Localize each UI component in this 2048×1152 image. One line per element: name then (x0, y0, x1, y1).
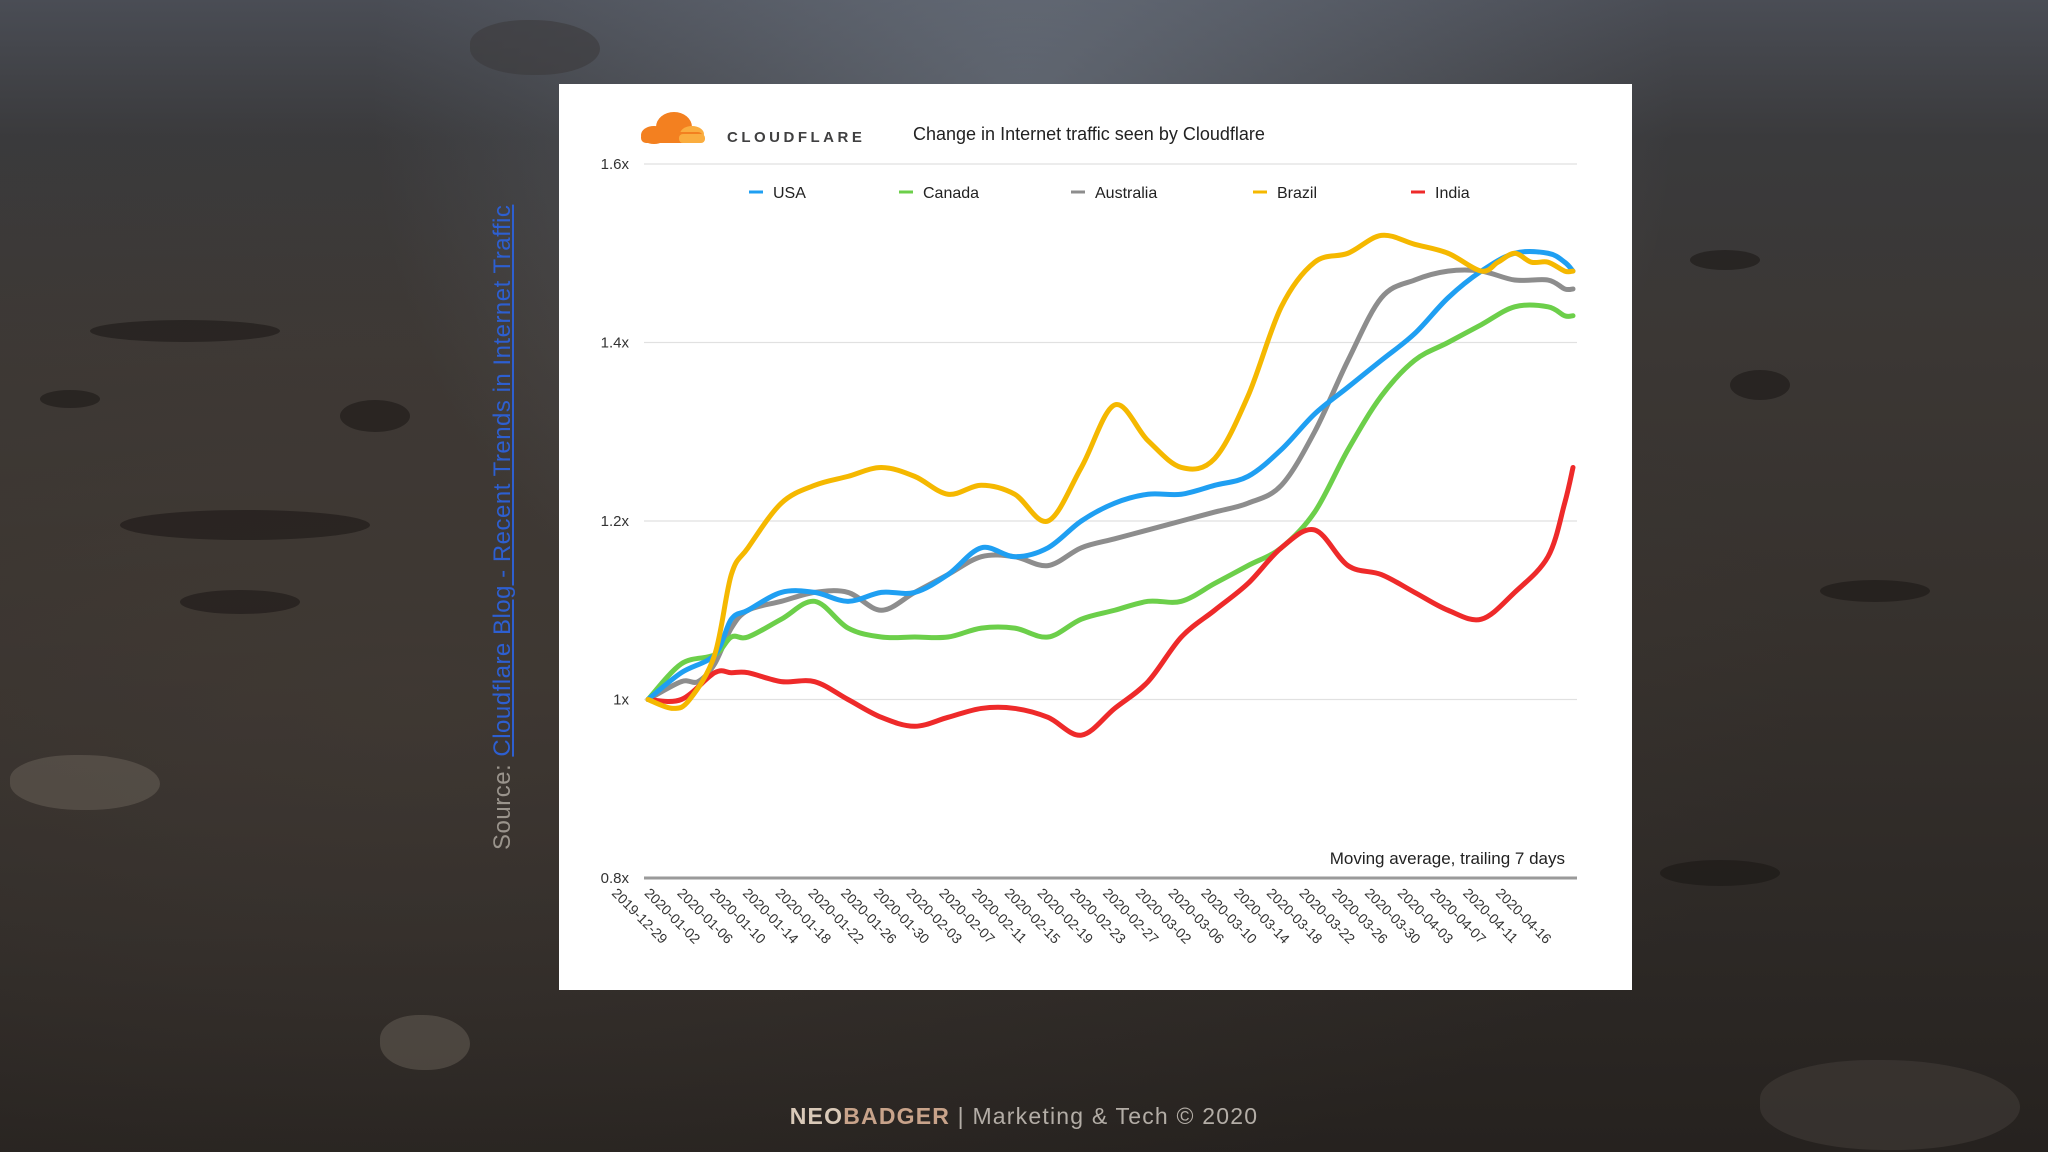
legend-label: USA (773, 185, 806, 202)
y-tick-label: 1.4x (601, 335, 630, 352)
series-line-canada (645, 302, 1576, 702)
series-line-australia (645, 267, 1576, 702)
legend: USA Canada Australia Brazil India (749, 185, 1470, 202)
legend-item-usa: USA (749, 185, 806, 202)
source-prefix: Source: (489, 756, 516, 850)
legend-item-brazil: Brazil (1253, 185, 1317, 202)
logo-wordmark: CLOUDFLARE (727, 129, 865, 146)
y-tick-label: 1x (613, 692, 629, 709)
legend-label: Australia (1095, 185, 1157, 202)
legend-label: Brazil (1277, 185, 1317, 202)
footer-tagline: Marketing & Tech © 2020 (972, 1103, 1259, 1129)
source-caption: Source: Cloudflare Blog - Recent Trends … (489, 205, 519, 850)
x-tick-labels: 2019-12-292020-01-022020-01-062020-01-10… (609, 885, 1555, 947)
footer-brand-badger: BADGER (843, 1103, 951, 1129)
gridlines (644, 163, 1577, 880)
legend-item-australia: Australia (1071, 185, 1157, 202)
chart-title: Change in Internet traffic seen by Cloud… (913, 124, 1265, 144)
legend-item-canada: Canada (899, 185, 979, 202)
series-line-brazil (645, 232, 1576, 711)
y-tick-label: 0.8x (601, 870, 630, 887)
footer-brand-neo: NEO (789, 1103, 844, 1129)
chart-annotation: Moving average, trailing 7 days (1330, 849, 1565, 868)
source-link[interactable]: Cloudflare Blog - Recent Trends in Inter… (489, 204, 516, 757)
y-tick-label: 1.6x (601, 156, 630, 173)
footer: NEOBADGER | Marketing & Tech © 2020 (0, 1103, 2048, 1130)
cloud-icon (641, 112, 705, 144)
series-line-india (645, 464, 1576, 738)
footer-separator: | (957, 1103, 965, 1129)
series-lines (645, 232, 1576, 738)
legend-label: Canada (923, 185, 979, 202)
chart-svg: CLOUDFLARE Change in Internet traffic se… (601, 112, 1577, 947)
y-tick-labels: 1.6x 1.4x 1.2x 1x 0.8x (601, 156, 630, 887)
cloudflare-logo: CLOUDFLARE (641, 112, 865, 146)
legend-label: India (1435, 185, 1470, 202)
series-line-usa (645, 249, 1576, 702)
y-tick-label: 1.2x (601, 513, 630, 530)
legend-item-india: India (1411, 185, 1470, 202)
chart-card: CLOUDFLARE Change in Internet traffic se… (559, 84, 1632, 990)
